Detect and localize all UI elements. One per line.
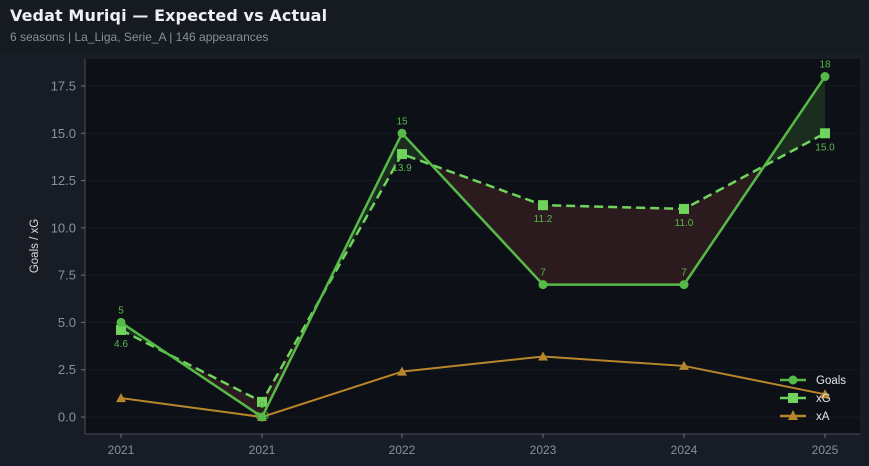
xg-value-label: 11.2 xyxy=(534,214,553,225)
goals-value-label: 7 xyxy=(681,268,687,279)
legend-circle-icon xyxy=(788,375,798,385)
goals-value-label: 18 xyxy=(819,60,831,71)
xa-marker-triangle-icon xyxy=(538,351,548,361)
chart-header: Vedat Muriqi — Expected vs Actual 6 seas… xyxy=(0,0,869,52)
goals-marker-circle-icon xyxy=(679,280,689,290)
xa-line xyxy=(120,355,826,419)
xg-value-label: 4.6 xyxy=(114,339,128,350)
xa-marker-triangle-icon xyxy=(397,366,407,376)
underperform-area xyxy=(543,205,684,285)
chart-title: Vedat Muriqi — Expected vs Actual xyxy=(10,6,328,25)
x-tick-label: 2024 xyxy=(671,443,698,457)
goals-marker-circle-icon xyxy=(538,280,548,290)
x-tick-label: 2023 xyxy=(530,443,557,457)
xg-value-label: 15.0 xyxy=(815,142,835,153)
y-tick-label: 5.0 xyxy=(58,315,76,330)
goals-marker-circle-icon xyxy=(397,128,407,138)
y-tick-label: 2.5 xyxy=(58,362,76,377)
x-tick-label: 2021 xyxy=(108,443,135,457)
legend-label: Goals xyxy=(816,375,846,387)
goals-marker-circle-icon xyxy=(257,412,267,422)
legend: Goals xG xA xyxy=(780,375,846,423)
goals-value-label: 5 xyxy=(118,305,124,316)
legend-label: xA xyxy=(816,411,830,423)
xg-marker-square-icon xyxy=(538,200,548,211)
goals-marker-circle-icon xyxy=(116,317,126,327)
xa-marker-triangle-icon xyxy=(679,360,689,370)
y-tick-label: 10.0 xyxy=(51,220,76,235)
xg-value-label: 11.0 xyxy=(675,218,694,229)
x-tick-label: 2022 xyxy=(389,443,416,457)
xg-value-label: 0.8 xyxy=(255,411,269,422)
goals-marker-circle-icon xyxy=(820,72,830,82)
x-tick-label: 2025 xyxy=(812,443,839,457)
xa-marker-triangle-icon xyxy=(116,393,126,403)
xg-marker-square-icon xyxy=(397,149,407,160)
xg-marker-square-icon xyxy=(820,128,830,139)
xg-line xyxy=(120,132,826,404)
legend-label: xG xyxy=(816,393,831,405)
xg-value-label: 13.9 xyxy=(392,163,412,174)
y-tick-label: 17.5 xyxy=(51,79,76,94)
goals-value-label: 7 xyxy=(540,268,546,279)
xa-marker-triangle-icon xyxy=(820,389,830,399)
xg-marker-square-icon xyxy=(679,203,689,214)
y-tick-label: 0.0 xyxy=(58,410,76,425)
grid xyxy=(85,85,860,418)
chart-subtitle: 6 seasons | La_Liga, Serie_A | 146 appea… xyxy=(10,30,269,44)
y-axis-label: Goals / xG xyxy=(29,219,41,273)
legend-square-icon xyxy=(788,393,798,403)
y-tick-label: 12.5 xyxy=(51,173,76,188)
goals-value-label: 15 xyxy=(396,116,408,127)
legend-triangle-icon xyxy=(788,410,798,420)
goals-line xyxy=(120,75,827,419)
y-tick-label: 7.5 xyxy=(58,268,76,283)
goals-value-label: 0 xyxy=(259,400,265,411)
xg-marker-square-icon xyxy=(257,396,267,407)
y-tick-label: 15.0 xyxy=(51,126,76,141)
xg-marker-square-icon xyxy=(116,324,126,335)
plot-area xyxy=(85,59,860,434)
x-tick-label: 2021 xyxy=(249,443,276,457)
